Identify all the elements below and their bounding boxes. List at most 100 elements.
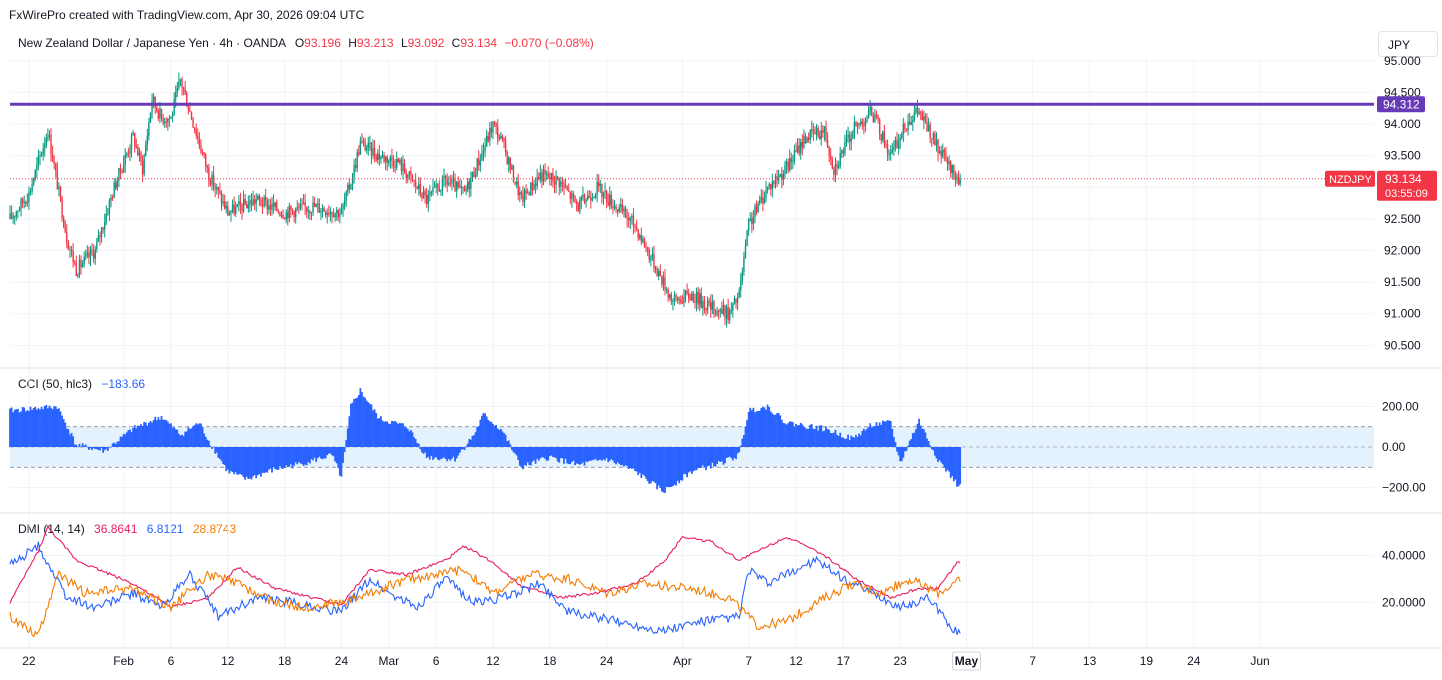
candle-body bbox=[719, 309, 721, 312]
cci-bar bbox=[220, 447, 223, 461]
candle-body bbox=[795, 150, 797, 152]
dmi-tick-label: 20.0000 bbox=[1382, 596, 1426, 610]
cci-bar bbox=[384, 421, 387, 447]
candle-body bbox=[446, 179, 448, 185]
candle-body bbox=[12, 216, 14, 219]
candle-body bbox=[279, 212, 281, 216]
candle-body bbox=[848, 134, 851, 142]
candle-body bbox=[451, 179, 453, 184]
cci-bar bbox=[779, 415, 782, 447]
candle-body bbox=[605, 190, 608, 202]
cci-bar bbox=[226, 447, 229, 470]
last-price-label: 93.134 bbox=[1385, 172, 1422, 186]
price-tick-label: 91.000 bbox=[1384, 307, 1421, 321]
candle-body bbox=[916, 107, 919, 115]
symbol-badge bbox=[1325, 170, 1375, 187]
cci-bar bbox=[945, 447, 947, 472]
cci-bar bbox=[501, 431, 504, 447]
candle-body bbox=[864, 121, 867, 126]
cci-bar bbox=[324, 447, 327, 459]
cci-bar bbox=[899, 447, 902, 462]
cci-bar bbox=[368, 403, 371, 447]
cci-bar bbox=[858, 433, 861, 447]
cci-bar bbox=[642, 447, 644, 475]
candle-body bbox=[37, 156, 40, 165]
candle-body bbox=[294, 208, 297, 218]
cci-bar bbox=[662, 447, 665, 493]
cci-bar bbox=[724, 447, 726, 464]
cci-bar bbox=[553, 447, 556, 458]
candle-body bbox=[776, 176, 778, 181]
cci-bar bbox=[39, 409, 41, 447]
candle-body bbox=[283, 218, 286, 220]
candle-body bbox=[205, 154, 207, 166]
cci-bar bbox=[84, 444, 87, 447]
cci-bar bbox=[297, 447, 300, 463]
candle-body bbox=[596, 181, 598, 195]
cci-bar bbox=[406, 428, 409, 447]
candle-body bbox=[217, 187, 220, 191]
candle-body bbox=[235, 206, 237, 215]
cci-bar bbox=[173, 427, 176, 447]
cci-bar bbox=[735, 447, 737, 460]
candle-body bbox=[588, 195, 590, 198]
cci-bar bbox=[815, 425, 818, 447]
candle-body bbox=[514, 181, 516, 185]
cci-bar bbox=[299, 447, 302, 464]
candle-body bbox=[83, 256, 85, 264]
cci-bar bbox=[291, 447, 294, 469]
candle-body bbox=[197, 135, 199, 139]
currency-button[interactable]: JPY bbox=[1378, 31, 1438, 57]
cci-bar bbox=[32, 407, 35, 447]
candle-body bbox=[100, 227, 103, 238]
cci-bar bbox=[89, 447, 92, 449]
candle-body bbox=[871, 107, 873, 116]
cci-bar bbox=[676, 447, 679, 481]
cci-bar bbox=[444, 447, 447, 459]
cci-bar bbox=[67, 429, 70, 447]
cci-bar bbox=[451, 447, 453, 459]
cci-bar bbox=[230, 447, 232, 472]
cci-bar bbox=[891, 429, 894, 447]
cci-bar bbox=[777, 412, 780, 447]
price-tick-label: 95.000 bbox=[1384, 54, 1421, 68]
candle-body bbox=[558, 179, 560, 187]
cci-bar bbox=[125, 432, 128, 447]
candle-body bbox=[115, 182, 117, 189]
candle-body bbox=[759, 199, 761, 203]
cci-bar bbox=[918, 418, 921, 447]
cci-bar bbox=[285, 447, 288, 466]
cci-bar bbox=[938, 447, 941, 461]
open-value: 93.196 bbox=[304, 36, 341, 50]
candle-body bbox=[555, 176, 557, 185]
cci-bar bbox=[959, 447, 962, 485]
cci-bar bbox=[477, 426, 480, 447]
candle-body bbox=[113, 182, 115, 198]
candle-body bbox=[743, 257, 745, 272]
candle-body bbox=[497, 126, 499, 139]
cci-bar bbox=[192, 426, 194, 447]
cci-bar bbox=[432, 447, 434, 460]
candle-body bbox=[771, 181, 774, 189]
cci-bar bbox=[455, 447, 458, 459]
candle-body bbox=[935, 139, 938, 145]
cci-bar bbox=[615, 447, 617, 465]
cci-bar bbox=[261, 447, 264, 473]
time-tick-label: 17 bbox=[837, 654, 851, 668]
candle-body bbox=[306, 206, 308, 212]
candle-body bbox=[198, 138, 201, 146]
cci-bar bbox=[10, 407, 13, 447]
candle-body bbox=[561, 181, 564, 184]
candle-body bbox=[954, 174, 957, 180]
candle-body bbox=[135, 146, 137, 148]
candle-body bbox=[285, 211, 287, 220]
cci-bar bbox=[151, 422, 153, 447]
candle-body bbox=[154, 96, 156, 107]
cci-bar bbox=[286, 447, 289, 468]
cci-bar bbox=[438, 447, 441, 461]
candle-body bbox=[429, 192, 431, 195]
candle-body bbox=[231, 204, 234, 212]
cci-bar bbox=[31, 409, 33, 447]
